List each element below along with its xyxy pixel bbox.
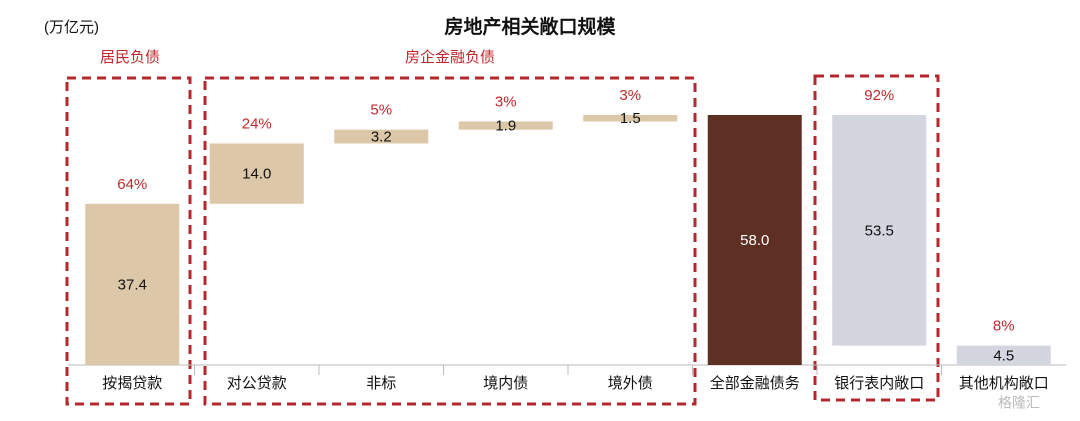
x-tick-label: 银行表内敞口 <box>834 375 924 392</box>
x-tick-label: 其他机构敞口 <box>959 375 1049 392</box>
bar <box>832 115 927 346</box>
value-label: 14.0 <box>242 166 271 183</box>
group-label: 房企金融负债 <box>405 48 495 66</box>
group-box <box>203 76 697 406</box>
watermark: 格隆汇 <box>998 395 1040 411</box>
value-label: 58.0 <box>740 232 769 249</box>
bar <box>583 115 678 122</box>
value-label: 1.5 <box>620 110 641 127</box>
share-label: 5% <box>370 102 392 119</box>
x-tick-label: 境内债 <box>483 374 528 392</box>
value-label: 3.2 <box>371 129 392 146</box>
share-label: 24% <box>242 115 272 132</box>
share-label: 8% <box>993 318 1015 335</box>
bar <box>458 121 553 130</box>
share-label: 3% <box>619 87 641 104</box>
value-label: 37.4 <box>118 276 147 293</box>
x-tick-label: 对公贷款 <box>227 375 287 392</box>
value-label: 53.5 <box>865 222 894 239</box>
bar <box>956 345 1051 365</box>
group-box <box>65 76 192 406</box>
group-label: 居民负债 <box>100 49 160 66</box>
bar <box>85 203 180 365</box>
bar <box>209 143 304 204</box>
unit-label: (万亿元) <box>44 19 99 36</box>
x-tick-label: 按揭贷款 <box>102 375 162 392</box>
chart-title: 房地产相关敞口规模 <box>444 15 616 38</box>
x-tick-label: 全部金融债务 <box>710 374 800 392</box>
value-label: 1.9 <box>495 118 516 135</box>
share-label: 92% <box>864 87 894 104</box>
group-box <box>813 74 940 402</box>
x-tick-label: 非标 <box>366 375 396 392</box>
share-label: 3% <box>495 93 517 110</box>
x-tick-label: 境外债 <box>608 374 653 392</box>
value-label: 4.5 <box>993 347 1014 364</box>
bar <box>707 115 802 365</box>
bar <box>334 129 429 144</box>
share-label: 64% <box>117 176 147 193</box>
